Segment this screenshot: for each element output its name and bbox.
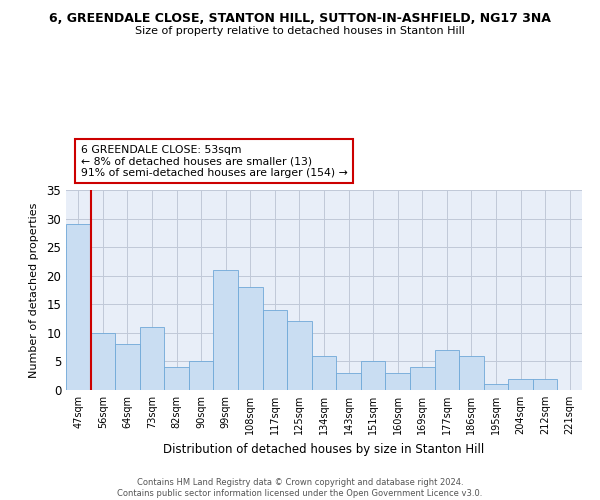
Bar <box>336 373 361 390</box>
Text: Size of property relative to detached houses in Stanton Hill: Size of property relative to detached ho… <box>135 26 465 36</box>
Bar <box>115 344 140 390</box>
X-axis label: Distribution of detached houses by size in Stanton Hill: Distribution of detached houses by size … <box>163 442 485 456</box>
Text: Contains HM Land Registry data © Crown copyright and database right 2024.
Contai: Contains HM Land Registry data © Crown c… <box>118 478 482 498</box>
Bar <box>263 310 287 390</box>
Bar <box>484 384 508 390</box>
Bar <box>189 362 214 390</box>
Bar <box>91 333 115 390</box>
Bar <box>164 367 189 390</box>
Text: 6, GREENDALE CLOSE, STANTON HILL, SUTTON-IN-ASHFIELD, NG17 3NA: 6, GREENDALE CLOSE, STANTON HILL, SUTTON… <box>49 12 551 26</box>
Text: 6 GREENDALE CLOSE: 53sqm
← 8% of detached houses are smaller (13)
91% of semi-de: 6 GREENDALE CLOSE: 53sqm ← 8% of detache… <box>81 145 347 178</box>
Y-axis label: Number of detached properties: Number of detached properties <box>29 202 40 378</box>
Bar <box>533 378 557 390</box>
Bar <box>287 322 312 390</box>
Bar <box>361 362 385 390</box>
Bar <box>66 224 91 390</box>
Bar <box>459 356 484 390</box>
Bar <box>140 327 164 390</box>
Bar <box>508 378 533 390</box>
Bar <box>410 367 434 390</box>
Bar <box>434 350 459 390</box>
Bar <box>385 373 410 390</box>
Bar <box>312 356 336 390</box>
Bar <box>238 287 263 390</box>
Bar <box>214 270 238 390</box>
